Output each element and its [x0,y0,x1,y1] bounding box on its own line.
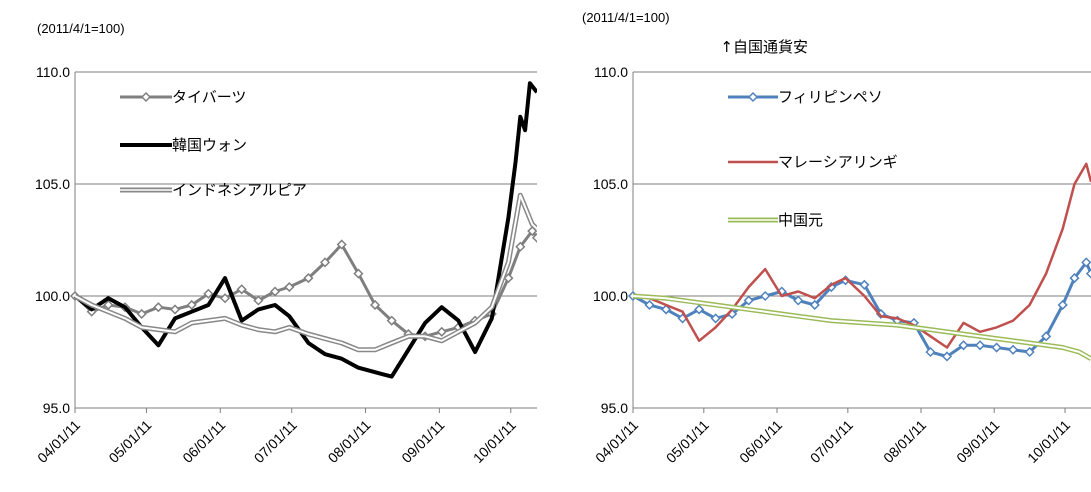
series-point [941,351,953,362]
chart-panel-2: 95.0 100.0 105.0 110.0 04/01/11 05/01/11 06/01… [582,10,1091,466]
series-point [236,284,247,295]
legend-marker [747,91,759,103]
legend-label: 韓国ウォン [172,136,247,154]
legend-item: フィリピンペソ [728,88,883,106]
chart-panel-1: 95.0 100.0 105.0 110.0 04/01/11 05/01/11 06/01… [34,21,537,466]
legend-label: タイバーツ [172,88,246,106]
series-line-inner [632,295,1091,360]
series-point [925,346,936,358]
series-point [153,302,164,313]
series-layer [69,81,537,379]
series-point [1081,257,1091,268]
series-point [319,257,331,268]
legend-item: マレーシアリンギ [728,153,898,171]
series-point [1024,346,1035,358]
x-tick-label: 04/01/11 [34,417,83,466]
legend-marker [140,91,152,103]
series-point [859,279,870,290]
y-tick-label: 105.0 [35,176,70,192]
series-point [515,241,526,252]
series-point [1085,268,1091,279]
series-point [660,304,672,315]
series-2 [632,162,1091,349]
series-point [103,299,114,311]
series-line [73,229,537,338]
series-point [793,295,804,306]
series-point [710,313,721,324]
series-point [1008,344,1019,355]
legend-item: 中国元 [728,211,823,229]
series-point [269,286,281,297]
legend-label: マレーシアリンギ [778,153,898,171]
series-point [219,293,231,304]
series-3 [73,192,537,353]
x-tick-label: 05/01/11 [105,417,154,466]
legend-item: タイバーツ [120,88,246,106]
series-2 [73,81,537,379]
series-point [1057,299,1068,311]
series-point [694,304,705,315]
x-tick-label: 06/01/11 [179,417,228,466]
series-point [991,342,1002,353]
series-1 [627,257,1091,362]
x-tick-label: 08/01/11 [880,417,929,466]
series-point [303,273,314,284]
x-tick-label: 06/01/11 [736,417,785,466]
legend-label: 中国元 [778,211,823,229]
y-tick-label: 110.0 [594,64,628,80]
series-point [644,299,655,311]
series-point [136,308,147,319]
series-line-outer [632,293,1091,361]
series-point [253,295,264,306]
legend-item: 韓国ウォン [120,136,247,154]
x-tick-label: 07/01/11 [251,417,300,466]
series-line [73,81,537,379]
x-tick-label: 07/01/11 [807,417,856,466]
x-tick-label: 09/01/11 [953,417,1002,466]
series-point [386,315,397,326]
y-tick-label: 105.0 [593,176,628,192]
series-point [203,288,214,299]
x-tick-label: 08/01/11 [325,417,374,466]
series-point [809,299,820,311]
series-point [743,295,754,306]
legend-item: インドネシアルピア [120,181,307,199]
series-point [370,299,381,311]
series-point [531,232,537,243]
y-tick-label: 110.0 [36,64,70,80]
y-tick-label: 95.0 [43,400,70,416]
currency-weak-note: ↑自国通貨安 [720,38,808,56]
y-tick-label: 100.0 [593,288,628,304]
legend-label: フィリピンペソ [778,88,883,106]
series-point [284,281,295,293]
series-line [632,162,1091,349]
series-point [503,273,514,284]
series-layer [627,162,1091,362]
series-point [186,299,197,311]
legend-label: インドネシアルピア [172,181,307,199]
y-tick-label: 100.0 [35,288,70,304]
series-point [958,340,969,351]
x-tick-label: 04/01/11 [592,417,641,466]
series-point [353,268,364,279]
y-tick-label: 95.0 [601,400,628,416]
series-line-inner [74,194,537,351]
series-point [1069,273,1080,284]
unit-label: (2011/4/1=100) [582,10,670,25]
series-point [169,304,181,315]
series-point [436,326,447,337]
series-3 [632,293,1091,361]
series-point [336,239,347,250]
series-point [974,340,986,351]
unit-label: (2011/4/1=100) [37,21,125,36]
x-tick-label: 09/01/11 [398,417,447,466]
x-tick-label: 10/01/11 [1024,417,1073,466]
x-tick-label: 10/01/11 [470,417,519,466]
series-point [1041,331,1052,342]
x-tick-label: 05/01/11 [663,417,712,466]
series-point [760,290,771,302]
